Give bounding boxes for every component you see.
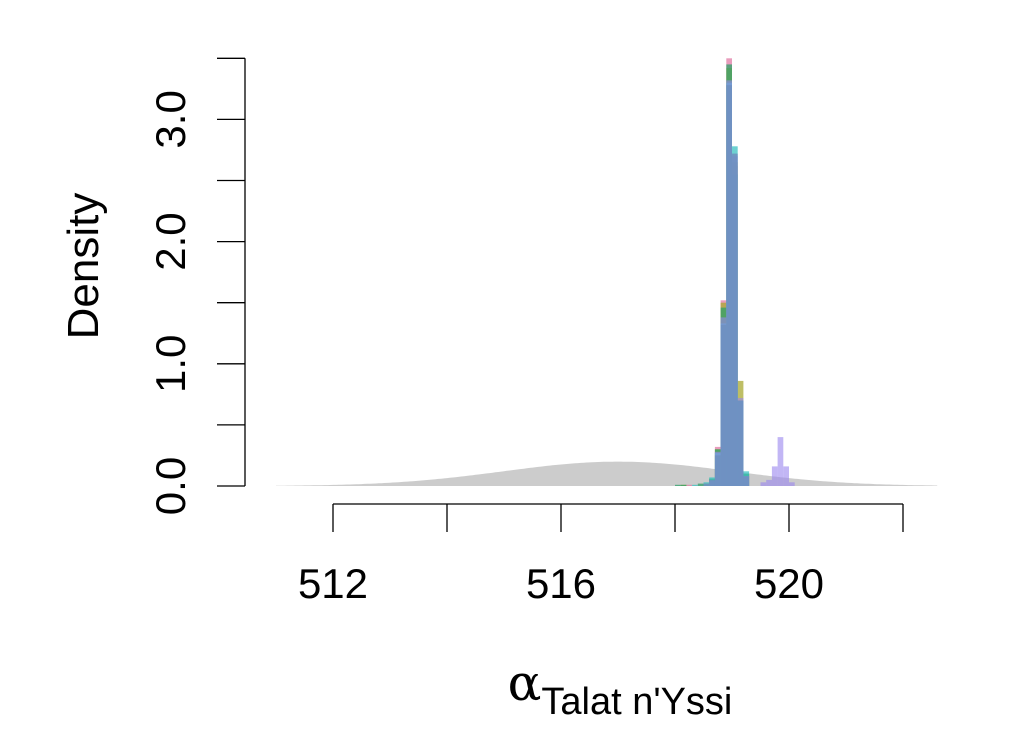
x-axis-title: αTalat n'Yssi	[508, 654, 733, 723]
posterior-histogram-bars	[675, 58, 795, 487]
x-tick-label: 516	[526, 560, 596, 607]
x-axis-title-subscript: Talat n'Yssi	[541, 681, 732, 723]
histogram-bar	[743, 476, 750, 486]
x-axis-title-symbol: α	[508, 654, 542, 712]
histogram-bar	[737, 400, 744, 486]
x-tick-label: 512	[298, 560, 368, 607]
y-axis-title: Density	[59, 193, 108, 340]
histogram-bar	[714, 455, 721, 486]
y-tick-label: 1.0	[147, 335, 194, 393]
histogram-bar	[766, 479, 772, 486]
histogram-bar	[686, 484, 693, 486]
histogram-bar	[771, 466, 778, 486]
y-tick-label: 3.0	[147, 90, 194, 148]
histogram-bar	[789, 482, 795, 486]
series-6	[703, 85, 750, 486]
histogram-bar	[675, 484, 681, 486]
histogram-bar	[726, 85, 732, 486]
y-axis: 0.0 1.0 2.0 3.0	[147, 57, 246, 515]
prior-density-layer	[276, 461, 938, 486]
y-tick-label: 0.0	[147, 457, 194, 515]
x-tick-label: 520	[754, 560, 824, 607]
histogram-bar	[697, 483, 704, 486]
histogram-bar	[720, 324, 727, 486]
y-tick-label: 2.0	[147, 212, 194, 270]
histogram-bar	[703, 483, 710, 486]
prior-density-area	[276, 461, 938, 486]
histogram-bar	[692, 484, 698, 486]
histogram-bar	[709, 479, 715, 486]
histogram-bar	[680, 484, 687, 486]
histogram-bar	[783, 466, 789, 486]
histogram-bar	[760, 482, 767, 486]
histogram-bar	[777, 437, 784, 486]
histogram-bar	[732, 153, 738, 486]
x-axis: 512 516 520	[298, 503, 904, 607]
